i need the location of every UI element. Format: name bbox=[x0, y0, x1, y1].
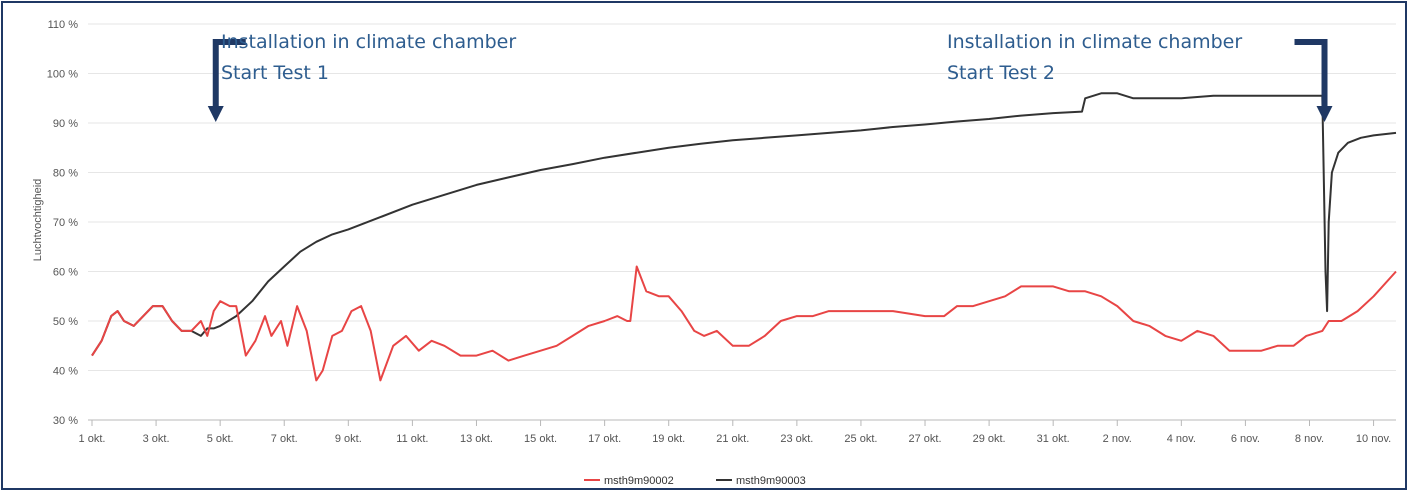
x-tick-label: 13 okt. bbox=[460, 433, 493, 445]
y-axis-ticks: 30 % 40 % 50 % 60 % 70 % 80 % 90 % 100 % 110 % bbox=[47, 19, 78, 427]
x-tick-label: 2 nov. bbox=[1103, 433, 1132, 445]
x-tick-label: 8 nov. bbox=[1295, 433, 1324, 445]
x-tick-label: 6 nov. bbox=[1231, 433, 1260, 445]
x-tick-label: 9 okt. bbox=[335, 433, 362, 445]
annotations: Installation in climate chamber Start Tes… bbox=[207, 31, 1333, 122]
x-tick-label: 25 okt. bbox=[844, 433, 877, 445]
series-lines bbox=[91, 92, 1397, 382]
series-line-msth9m90003 bbox=[91, 92, 1397, 357]
x-tick-label: 19 okt. bbox=[652, 433, 685, 445]
x-tick-label: 21 okt. bbox=[716, 433, 749, 445]
annotation-text-1: Installation in climate chamber bbox=[221, 31, 516, 53]
y-tick-label: 70 % bbox=[53, 217, 78, 229]
x-tick-label: 1 okt. bbox=[79, 433, 106, 445]
annotation-text-2: Installation in climate chamber bbox=[947, 31, 1242, 53]
series-line-msth9m90002 bbox=[91, 265, 1397, 382]
x-tick-label: 7 okt. bbox=[271, 433, 298, 445]
y-tick-label: 50 % bbox=[53, 316, 78, 328]
x-tick-label: 23 okt. bbox=[780, 433, 813, 445]
x-tick-label: 5 okt. bbox=[207, 433, 234, 445]
legend-label-msth9m90002[interactable]: msth9m90002 bbox=[604, 475, 674, 487]
y-tick-label: 110 % bbox=[48, 19, 79, 31]
x-tick-label: 29 okt. bbox=[973, 433, 1006, 445]
annotation-arrow-2 bbox=[1316, 106, 1333, 122]
x-tick-label: 11 okt. bbox=[396, 433, 428, 445]
x-tick-label: 4 nov. bbox=[1167, 433, 1196, 445]
annotation-text-2: Start Test 2 bbox=[947, 62, 1055, 84]
y-tick-label: 60 % bbox=[53, 267, 78, 279]
x-tick-label: 31 okt. bbox=[1037, 433, 1070, 445]
annotation-text-1: Start Test 1 bbox=[221, 62, 329, 84]
annotation-arrow-1 bbox=[207, 106, 224, 122]
x-axis-ticks: 1 okt. 3 okt. 5 okt. 7 okt. 9 okt. 11 okt. 13 … bbox=[79, 420, 1391, 445]
annotation-bracket-1 bbox=[212, 39, 246, 108]
legend: msth9m90002 msth9m90003 bbox=[584, 475, 806, 487]
x-tick-label: 10 nov. bbox=[1356, 433, 1391, 445]
legend-label-msth9m90003[interactable]: msth9m90003 bbox=[736, 475, 806, 487]
x-tick-label: 15 okt. bbox=[524, 433, 557, 445]
y-tick-label: 100 % bbox=[47, 69, 78, 81]
y-axis-label: Luchtvochtigheid bbox=[32, 179, 44, 262]
y-tick-label: 90 % bbox=[53, 118, 78, 130]
annotation-bracket-2 bbox=[1294, 39, 1328, 108]
grid-lines bbox=[88, 23, 1396, 421]
x-tick-label: 27 okt. bbox=[909, 433, 942, 445]
x-tick-label: 17 okt. bbox=[588, 433, 621, 445]
y-tick-label: 40 % bbox=[53, 366, 78, 378]
y-tick-label: 80 % bbox=[53, 168, 78, 180]
x-tick-label: 3 okt. bbox=[143, 433, 170, 445]
y-tick-label: 30 % bbox=[53, 415, 78, 427]
